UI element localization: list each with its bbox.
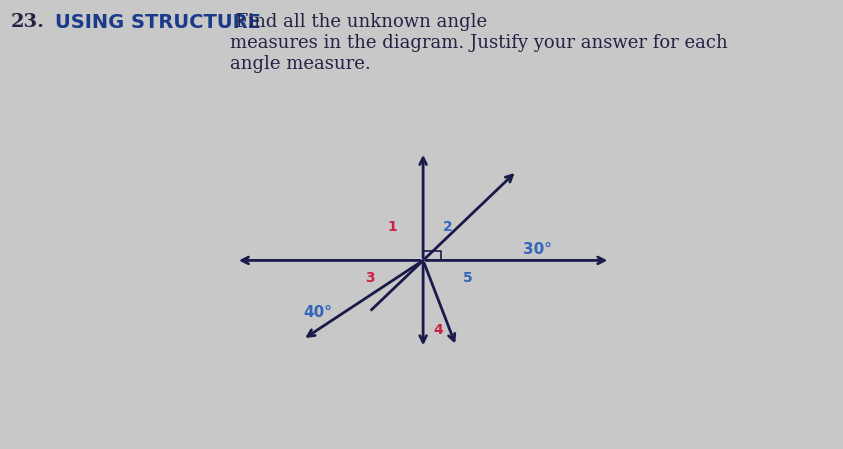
Text: 1: 1 [387,220,397,234]
Text: 3: 3 [365,271,375,286]
Text: 30°: 30° [523,242,551,257]
Text: Find all the unknown angle
measures in the diagram. Justify your answer for each: Find all the unknown angle measures in t… [230,13,728,73]
Text: 23.: 23. [11,13,45,31]
Text: 4: 4 [433,323,443,337]
Text: 2: 2 [443,220,453,234]
Text: USING STRUCTURE: USING STRUCTURE [56,13,261,32]
Text: 40°: 40° [303,304,332,320]
Text: 5: 5 [463,271,473,286]
